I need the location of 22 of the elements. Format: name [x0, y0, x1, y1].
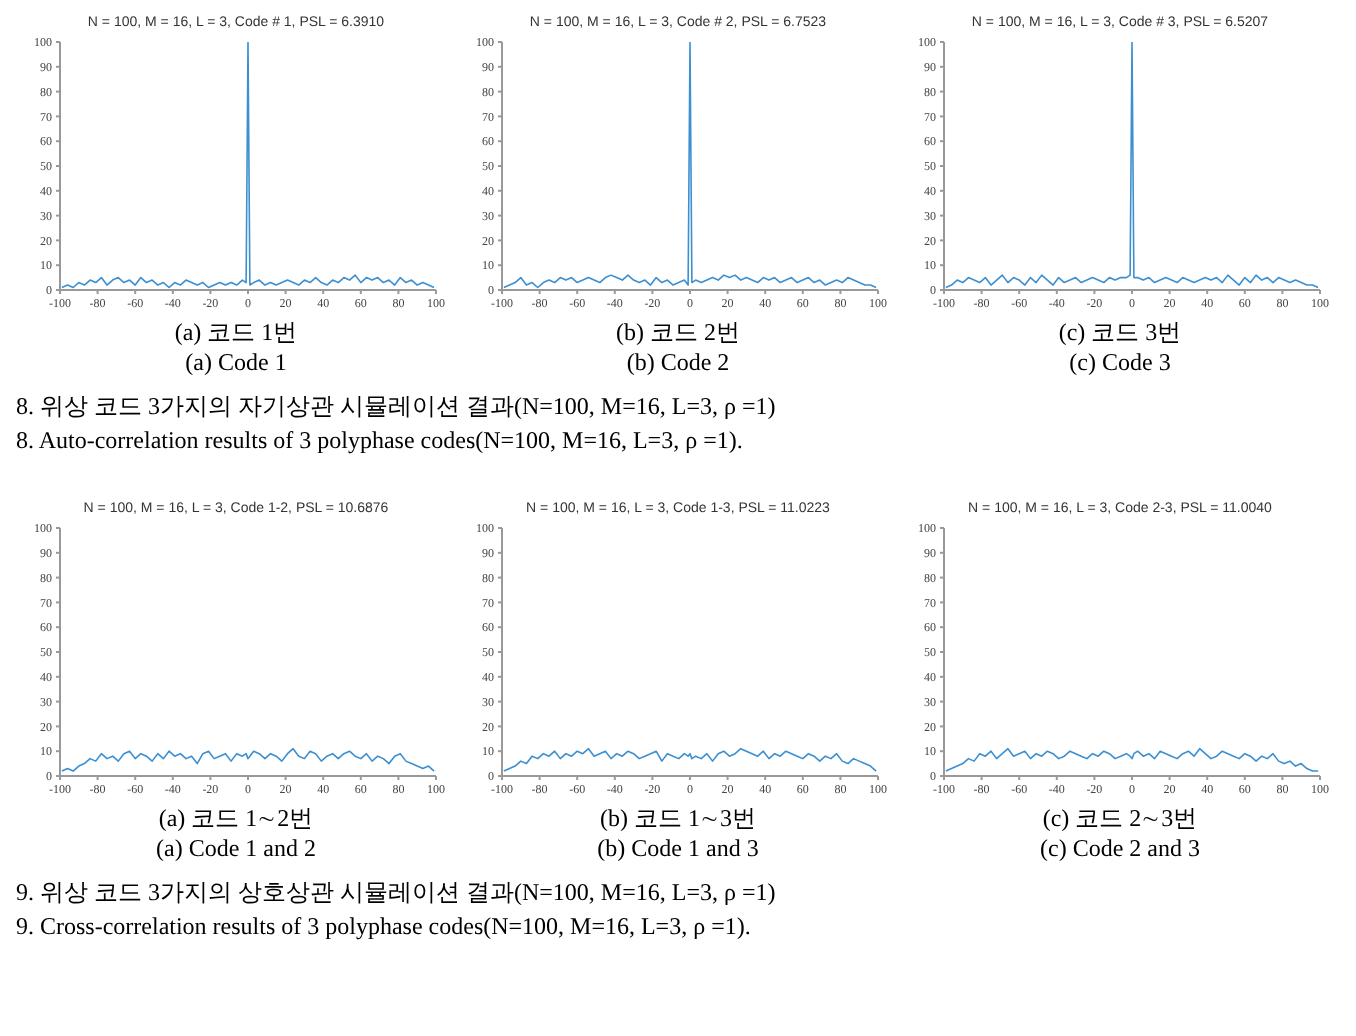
- text: 9. Cross-correlation results of 3 polyphase codes(N=100, M=16, L=3, ρ =1).: [16, 910, 753, 944]
- line-series: [503, 42, 877, 289]
- text: (b) Code 1 and 3: [597, 834, 759, 864]
- text: (c) 코드 3번: [1058, 318, 1182, 348]
- text: 8. 위상 코드 3가지의 자기상관 시뮬레이션 결과(N=100, M=16, L=3, ρ =1): [16, 390, 778, 424]
- text: (a) 코드 1번: [174, 318, 298, 348]
- line-series: [503, 747, 877, 772]
- text: (c) 코드 2∼3번: [1042, 804, 1198, 834]
- text: (c) Code 3: [1069, 348, 1171, 378]
- text: (b) Code 2: [626, 348, 730, 378]
- line-series: [945, 42, 1319, 289]
- text: (a) 코드 1∼2번: [158, 804, 314, 834]
- text: 9. 위상 코드 3가지의 상호상관 시뮬레이션 결과(N=100, M=16, L=3, ρ =1): [16, 876, 778, 910]
- line-series: [61, 747, 435, 772]
- text: 8. Auto-correlation results of 3 polyphase codes(N=100, M=16, L=3, ρ =1).: [16, 424, 745, 458]
- text: (b) 코드 2번: [616, 318, 740, 348]
- line-series: [61, 42, 435, 289]
- text: (c) Code 2 and 3: [1040, 834, 1200, 864]
- text: (b) 코드 1∼3번: [600, 804, 756, 834]
- line-series: [945, 747, 1319, 772]
- text: (a) Code 1 and 2: [156, 834, 316, 864]
- text: (a) Code 1: [185, 348, 287, 378]
